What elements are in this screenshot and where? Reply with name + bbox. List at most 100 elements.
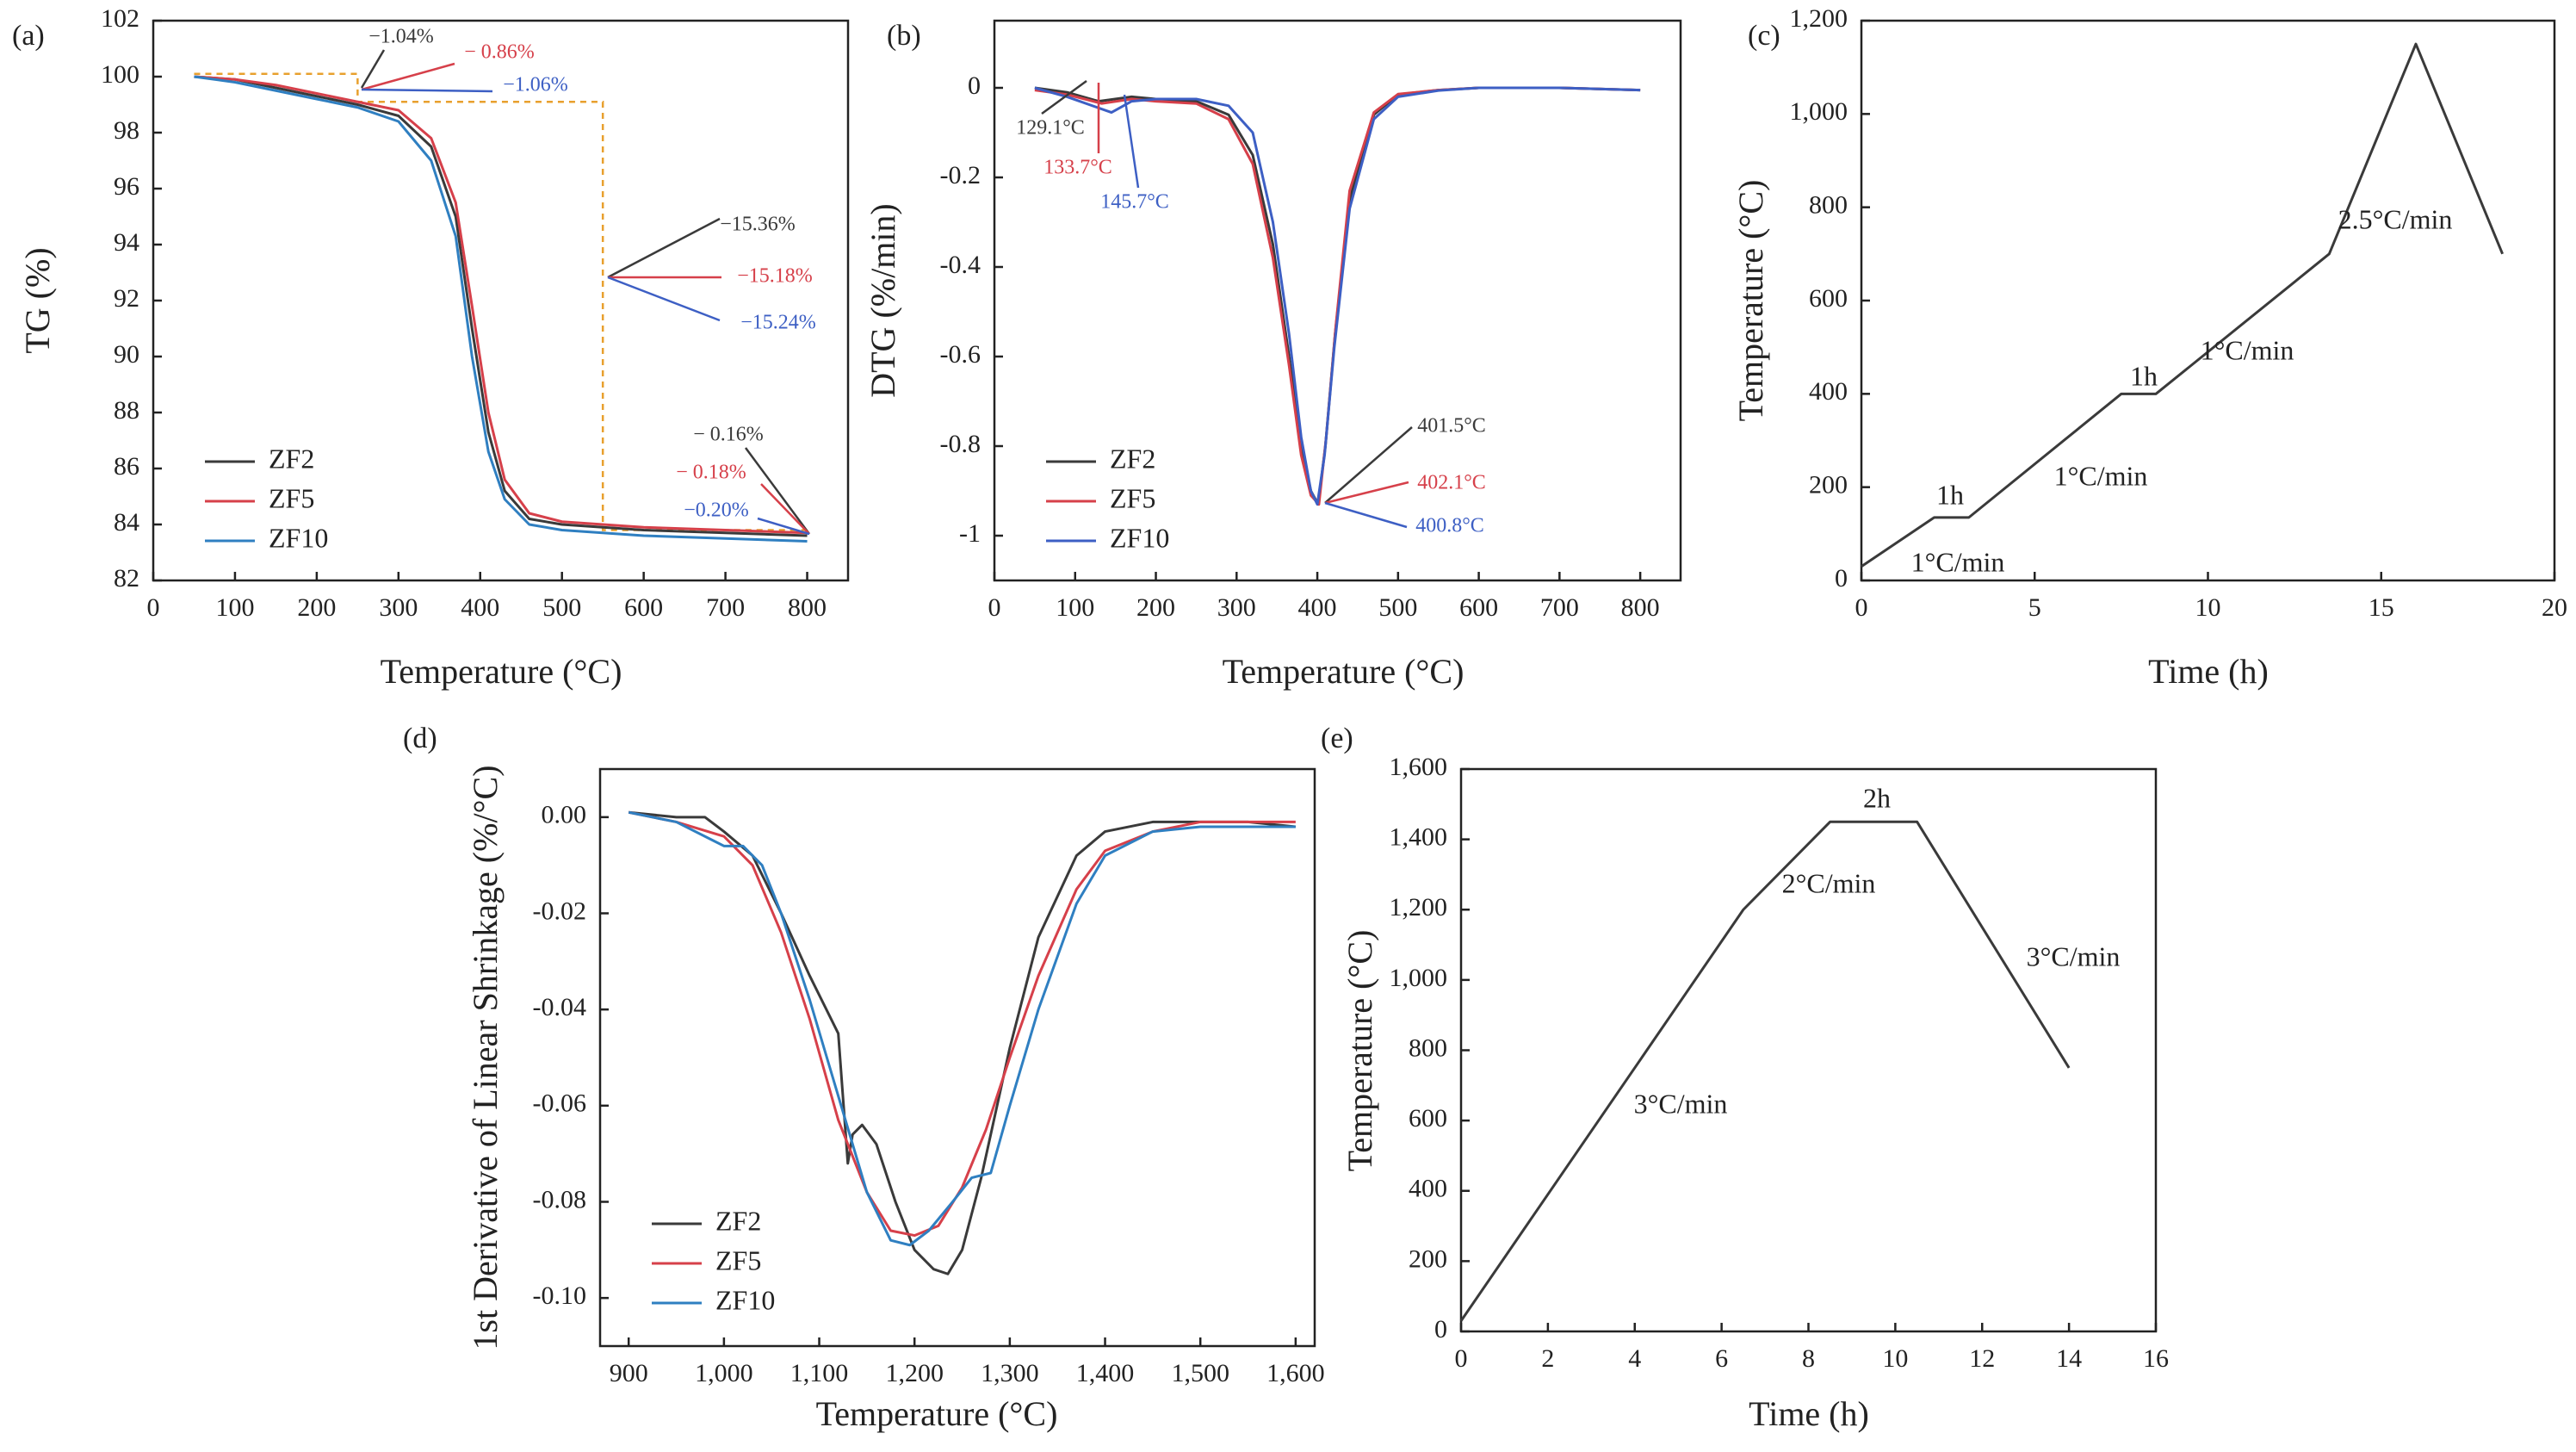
annotation-leader [607, 217, 721, 279]
x-tick-label: 400 [1298, 593, 1337, 622]
y-tick-label: 400 [1409, 1175, 1447, 1203]
x-tick-label: 1,500 [1171, 1359, 1229, 1387]
x-tick-label: 0 [1855, 593, 1868, 622]
series-line-zf10 [1034, 86, 1641, 506]
x-tick-label: 2 [1541, 1344, 1554, 1373]
y-tick-label: 0 [1434, 1315, 1447, 1343]
annotation-label: 1h [2130, 360, 2158, 391]
x-axis-label: Temperature (°C) [1223, 652, 1464, 691]
annotation-leader [1123, 94, 1140, 189]
x-tick-label: 600 [1459, 593, 1498, 622]
x-axis-label: Time (h) [2148, 652, 2269, 691]
y-tick-label: -0.02 [533, 897, 587, 925]
x-tick-label: 700 [706, 593, 745, 622]
annotation-label: 3°C/min [2027, 940, 2121, 971]
annotation-leader [757, 517, 810, 536]
annotation-label: −15.18% [737, 265, 813, 288]
series-line-zf2 [1034, 86, 1641, 506]
panel-label: (d) [403, 723, 437, 754]
x-tick-label: 1,300 [981, 1359, 1039, 1387]
series-line-zf2 [629, 810, 1297, 1275]
annotation-label: 400.8°C [1415, 515, 1484, 537]
y-tick-label: 100 [101, 60, 139, 89]
plot-frame [1459, 767, 2158, 1333]
y-axis-label: DTG (%/min) [864, 203, 902, 398]
annotation-leader [744, 447, 811, 535]
x-tick-label: 600 [624, 593, 663, 622]
x-tick-label: 500 [1378, 593, 1417, 622]
x-tick-label: 16 [2143, 1344, 2169, 1373]
annotation-label: 1°C/min [2201, 334, 2294, 365]
annotation-leader [1324, 426, 1413, 504]
annotation-leader [607, 276, 721, 322]
x-tick-label: 12 [1969, 1344, 1995, 1373]
annotation-label: 1°C/min [2054, 460, 2148, 491]
y-tick-label: 82 [114, 564, 139, 593]
y-tick-label: 800 [1809, 191, 1848, 220]
annotation-leader [361, 62, 455, 91]
y-tick-label: 600 [1809, 284, 1848, 313]
y-tick-label: 1,600 [1390, 753, 1448, 781]
x-tick-label: 8 [1802, 1344, 1815, 1373]
y-tick-label: 800 [1409, 1033, 1447, 1062]
x-tick-label: 1,100 [790, 1359, 849, 1387]
y-tick-label: 0 [968, 71, 981, 100]
y-tick-label: 1,400 [1390, 823, 1448, 852]
annotation-label: − 0.18% [676, 462, 746, 484]
y-tick-label: 92 [114, 284, 139, 313]
annotation-leader [360, 49, 386, 89]
y-tick-label: -0.08 [533, 1185, 587, 1213]
x-tick-label: 1,000 [695, 1359, 753, 1387]
plot-frame [598, 767, 1316, 1348]
annotation-label: 129.1°C [1016, 117, 1085, 140]
plot-frame [993, 19, 1682, 582]
panel-label: (c) [1748, 20, 1780, 52]
panel-a: (a) 0 100 200 300 400 500 600 700 800 82 84 86 88 90 92… [12, 4, 850, 691]
x-tick-label: 900 [610, 1359, 648, 1387]
y-axis-label: Temperature (°C) [1731, 180, 1770, 422]
panel-label: (b) [887, 20, 921, 52]
y-tick-label: -0.04 [533, 993, 587, 1021]
y-tick-label: -1 [959, 519, 981, 548]
y-tick-label: 88 [114, 396, 139, 425]
y-tick-label: 1,000 [1790, 97, 1848, 126]
annotation-label: −15.24% [740, 312, 816, 334]
y-tick-label: -0.10 [533, 1281, 587, 1310]
legend-label: ZF5 [1110, 482, 1155, 513]
y-tick-label: 96 [114, 172, 139, 201]
annotation-label: −15.36% [720, 214, 796, 236]
panel-label: (e) [1321, 723, 1353, 754]
annotation-leader [1041, 79, 1087, 115]
annotation-label: −1.04% [368, 26, 434, 48]
x-axis-label: Time (h) [1749, 1394, 1869, 1433]
y-axis-label: Temperature (°C) [1341, 930, 1379, 1172]
y-tick-label: 98 [114, 116, 139, 145]
legend-label: ZF2 [715, 1205, 761, 1236]
legend-label: ZF10 [1110, 522, 1169, 553]
annotation-label: 2.5°C/min [2338, 203, 2453, 234]
y-tick-label: 1,200 [1390, 893, 1448, 921]
y-tick-label: 1,200 [1790, 4, 1848, 33]
annotation-label: − 0.16% [693, 424, 764, 446]
x-tick-label: 300 [1217, 593, 1256, 622]
legend-label: ZF5 [269, 482, 314, 513]
x-tick-label: 6 [1715, 1344, 1728, 1373]
y-tick-label: 200 [1809, 471, 1848, 500]
x-tick-label: 100 [1056, 593, 1094, 622]
y-tick-label: -0.4 [940, 251, 981, 279]
x-axis-label: Temperature (°C) [381, 652, 622, 691]
y-tick-label: 94 [114, 228, 139, 257]
annotation-label: −1.06% [503, 74, 568, 96]
x-axis-label: Temperature (°C) [816, 1394, 1058, 1433]
panel-d: (d) 900 1,000 1,100 1,200 1,300 1,400 1,500 1,60… [403, 723, 1325, 1433]
annotation-label: −0.20% [684, 500, 749, 522]
annotation-leader [1324, 501, 1408, 529]
x-tick-label: 100 [215, 593, 254, 622]
series-line-zf5 [1034, 86, 1641, 506]
x-tick-label: 800 [788, 593, 827, 622]
panel-b: (b) 0 100 200 300 400 500 600 700 800 0 -0.2 -0.4 -0.… [864, 19, 1682, 691]
annotation-label: − 0.86% [464, 41, 535, 64]
series-line-zf10 [628, 810, 1296, 1247]
series-line-profile [1459, 820, 2071, 1322]
y-tick-label: 600 [1409, 1104, 1447, 1132]
